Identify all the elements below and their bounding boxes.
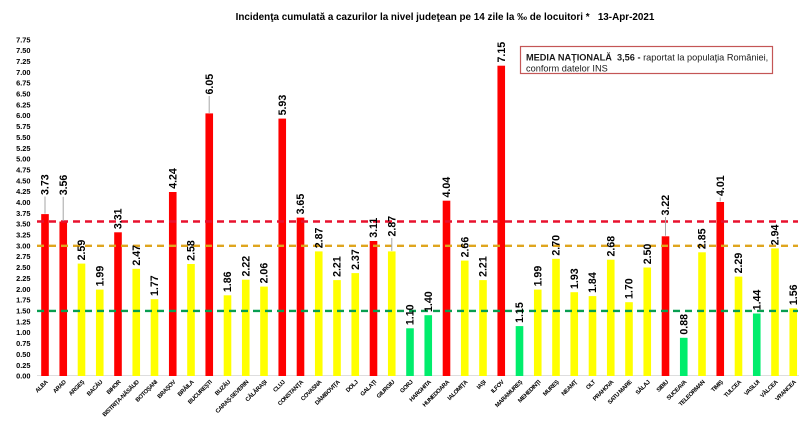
svg-text:6.05: 6.05 bbox=[204, 74, 216, 95]
svg-text:3.22: 3.22 bbox=[660, 195, 672, 216]
svg-text:3.73: 3.73 bbox=[40, 174, 52, 195]
svg-text:7.15: 7.15 bbox=[496, 42, 508, 63]
svg-text:2.25: 2.25 bbox=[16, 274, 30, 283]
svg-text:5.25: 5.25 bbox=[16, 144, 30, 153]
svg-text:Incidenţa cumulată a cazurilor: Incidenţa cumulată a cazurilor la nivel … bbox=[236, 12, 655, 23]
svg-text:5.75: 5.75 bbox=[16, 122, 30, 131]
svg-text:4.01: 4.01 bbox=[715, 175, 727, 196]
svg-text:1.40: 1.40 bbox=[423, 291, 435, 312]
svg-text:0.50: 0.50 bbox=[16, 350, 30, 359]
svg-text:7.50: 7.50 bbox=[16, 46, 30, 55]
svg-text:3.25: 3.25 bbox=[16, 231, 30, 240]
svg-text:2.59: 2.59 bbox=[76, 240, 88, 261]
svg-text:1.93: 1.93 bbox=[569, 268, 581, 289]
svg-text:5.00: 5.00 bbox=[16, 155, 30, 164]
svg-text:4.24: 4.24 bbox=[167, 168, 179, 189]
svg-text:2.50: 2.50 bbox=[16, 263, 30, 272]
svg-text:1.56: 1.56 bbox=[788, 284, 800, 305]
svg-text:4.50: 4.50 bbox=[16, 176, 30, 185]
svg-text:6.25: 6.25 bbox=[16, 100, 30, 109]
svg-text:3.50: 3.50 bbox=[16, 220, 30, 229]
svg-text:7.25: 7.25 bbox=[16, 57, 30, 66]
svg-text:2.21: 2.21 bbox=[478, 256, 490, 277]
svg-text:1.15: 1.15 bbox=[514, 302, 526, 323]
svg-text:0.88: 0.88 bbox=[678, 314, 690, 335]
svg-text:2.22: 2.22 bbox=[240, 256, 252, 277]
svg-text:4.04: 4.04 bbox=[441, 177, 453, 198]
svg-text:1.44: 1.44 bbox=[751, 290, 763, 311]
svg-text:3.11: 3.11 bbox=[368, 218, 380, 238]
svg-text:5.50: 5.50 bbox=[16, 133, 30, 142]
svg-text:2.29: 2.29 bbox=[733, 253, 745, 274]
svg-text:4.00: 4.00 bbox=[16, 198, 30, 207]
svg-text:1.70: 1.70 bbox=[624, 278, 636, 299]
svg-text:2.06: 2.06 bbox=[259, 263, 271, 284]
svg-text:0.25: 0.25 bbox=[16, 361, 30, 370]
svg-text:0.00: 0.00 bbox=[16, 372, 30, 381]
svg-text:2.66: 2.66 bbox=[459, 237, 471, 258]
svg-text:1.77: 1.77 bbox=[149, 275, 161, 296]
svg-text:conform datelor INS: conform datelor INS bbox=[526, 64, 608, 74]
svg-text:3.00: 3.00 bbox=[16, 241, 30, 250]
svg-text:0.75: 0.75 bbox=[16, 339, 30, 348]
svg-text:2.87: 2.87 bbox=[386, 216, 398, 237]
svg-text:1.00: 1.00 bbox=[16, 328, 30, 337]
svg-text:2.58: 2.58 bbox=[186, 240, 198, 261]
svg-text:5.93: 5.93 bbox=[277, 95, 289, 116]
svg-text:1.86: 1.86 bbox=[222, 271, 234, 292]
svg-text:2.68: 2.68 bbox=[605, 236, 617, 257]
svg-text:4.75: 4.75 bbox=[16, 165, 30, 174]
svg-text:1.75: 1.75 bbox=[16, 296, 30, 305]
svg-text:2.37: 2.37 bbox=[350, 249, 362, 270]
svg-text:1.99: 1.99 bbox=[532, 266, 544, 287]
svg-text:1.50: 1.50 bbox=[16, 307, 30, 316]
svg-text:3.75: 3.75 bbox=[16, 209, 30, 218]
svg-text:1.25: 1.25 bbox=[16, 317, 30, 326]
svg-text:6.75: 6.75 bbox=[16, 79, 30, 88]
svg-text:7.75: 7.75 bbox=[16, 35, 30, 44]
svg-text:6.50: 6.50 bbox=[16, 90, 30, 99]
svg-text:IAŞI: IAŞI bbox=[476, 379, 488, 391]
svg-text:2.50: 2.50 bbox=[642, 244, 654, 265]
svg-text:2.85: 2.85 bbox=[697, 228, 709, 249]
svg-text:4.25: 4.25 bbox=[16, 187, 30, 196]
svg-text:3.56: 3.56 bbox=[58, 175, 70, 196]
svg-text:1.99: 1.99 bbox=[94, 266, 106, 287]
svg-text:1.84: 1.84 bbox=[587, 272, 599, 293]
svg-text:2.00: 2.00 bbox=[16, 285, 30, 294]
svg-text:7.00: 7.00 bbox=[16, 68, 30, 77]
svg-text:2.21: 2.21 bbox=[332, 256, 344, 277]
svg-text:2.47: 2.47 bbox=[131, 245, 143, 266]
svg-text:2.94: 2.94 bbox=[770, 224, 782, 245]
svg-text:1.10: 1.10 bbox=[405, 304, 417, 325]
svg-text:6.00: 6.00 bbox=[16, 111, 30, 120]
svg-text:MEDIA NAŢIONALĂ 3,56 - raport: MEDIA NAŢIONALĂ 3,56 - raportat la popul… bbox=[526, 53, 768, 63]
svg-text:3.31: 3.31 bbox=[113, 208, 125, 229]
svg-text:2.87: 2.87 bbox=[313, 227, 325, 248]
svg-text:2.75: 2.75 bbox=[16, 252, 30, 261]
svg-text:3.65: 3.65 bbox=[295, 194, 307, 215]
svg-text:2.70: 2.70 bbox=[551, 235, 563, 256]
